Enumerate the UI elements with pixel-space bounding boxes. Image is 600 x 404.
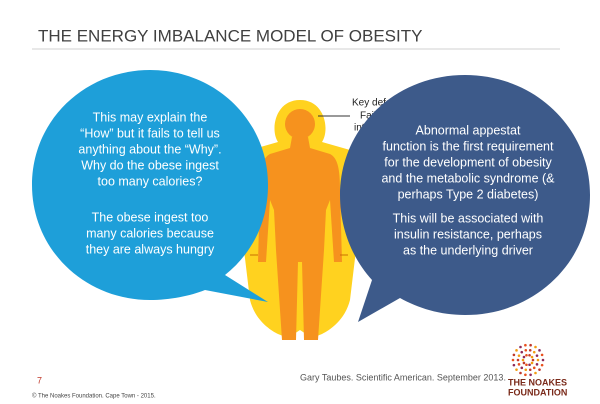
bubble-line: for the development of obesity <box>384 155 552 169</box>
logo-dot <box>528 353 531 357</box>
logo-dot <box>532 366 536 370</box>
bubble-line: they are always hungry <box>86 242 215 256</box>
bubble-line: insulin resistance, perhaps <box>394 227 542 241</box>
logo-dot <box>517 363 521 366</box>
logo-dot <box>532 350 536 354</box>
logo-dot <box>512 353 516 357</box>
logo-dot <box>540 353 544 357</box>
bubble-line: anything about the “Why”. <box>78 142 221 156</box>
left-bubble-text: This may explain the “How” but it fails t… <box>78 110 221 256</box>
bubble-line: perhaps Type 2 diabetes) <box>398 187 539 201</box>
bubble-line: and the metabolic syndrome (& <box>381 171 555 185</box>
bubble-line: Abnormal appestat <box>416 123 521 137</box>
right-speech-bubble <box>340 75 590 322</box>
logo-dot <box>522 355 526 359</box>
note-text: Key defe <box>352 98 392 109</box>
logo-dot <box>519 371 522 375</box>
logo-dot <box>512 363 516 367</box>
bubble-line: This may explain the <box>93 110 208 124</box>
logo-dot <box>536 358 540 362</box>
logo-dot <box>520 366 524 370</box>
logo-dot <box>538 349 541 352</box>
logo-dot <box>515 349 518 352</box>
logo-dot <box>524 343 527 347</box>
logo-dot <box>534 345 537 349</box>
logo-dot <box>524 368 528 372</box>
right-bubble-text: Abnormal appestat function is the first r… <box>381 123 555 257</box>
logo-mark <box>511 343 545 377</box>
logo-dot <box>524 373 527 377</box>
bubble-line: The obese ingest too <box>92 210 209 224</box>
logo-dot <box>524 348 528 352</box>
logo-dot <box>535 354 539 357</box>
logo-dot <box>517 354 521 357</box>
logo-dot <box>515 368 518 371</box>
logo-dot <box>530 361 534 365</box>
bubble-line: as the underlying driver <box>403 243 533 257</box>
citation: Gary Taubes. Scientific American. Septem… <box>300 372 506 382</box>
logo-dot <box>520 350 524 354</box>
logo-dot <box>516 358 520 362</box>
logo-dot <box>522 361 526 365</box>
head <box>285 109 315 139</box>
bubble-line: function is the first requirement <box>383 139 554 153</box>
bubble-line: too many calories? <box>98 174 203 188</box>
bubble-line: This will be associated with <box>393 211 544 225</box>
bubble-line: many calories because <box>86 226 214 240</box>
body-figure <box>240 100 360 340</box>
logo-dot <box>530 355 534 359</box>
logo-dot <box>538 368 541 371</box>
logo-dot <box>525 353 528 357</box>
bubble-line: Why do the obese ingest <box>81 158 219 172</box>
logo-dot <box>511 358 515 362</box>
logo-dot <box>528 368 532 372</box>
logo-dot <box>534 371 537 375</box>
logo-dot <box>529 343 532 347</box>
logo-dot <box>531 358 535 362</box>
logo-text: THE NOAKES <box>508 377 567 387</box>
left-speech-bubble <box>32 70 268 302</box>
body <box>258 137 342 340</box>
logo-dot <box>519 345 522 349</box>
footer: © The Noakes Foundation. Cape Town - 201… <box>32 393 156 400</box>
logo-dot <box>535 363 539 366</box>
page-number: 7 <box>37 375 42 385</box>
logo-dot <box>528 363 531 367</box>
logo-dot <box>541 358 545 362</box>
logo-dot <box>528 348 532 352</box>
logo-dot <box>540 363 544 367</box>
logo-dot <box>525 363 528 367</box>
bubble-line: “How” but it fails to tell us <box>80 126 220 140</box>
slide-title: THE ENERGY IMBALANCE MODEL OF OBESITY <box>38 26 422 45</box>
logo-dot <box>529 373 532 377</box>
logo-text: FOUNDATION <box>508 387 567 397</box>
logo-dot <box>521 358 525 362</box>
